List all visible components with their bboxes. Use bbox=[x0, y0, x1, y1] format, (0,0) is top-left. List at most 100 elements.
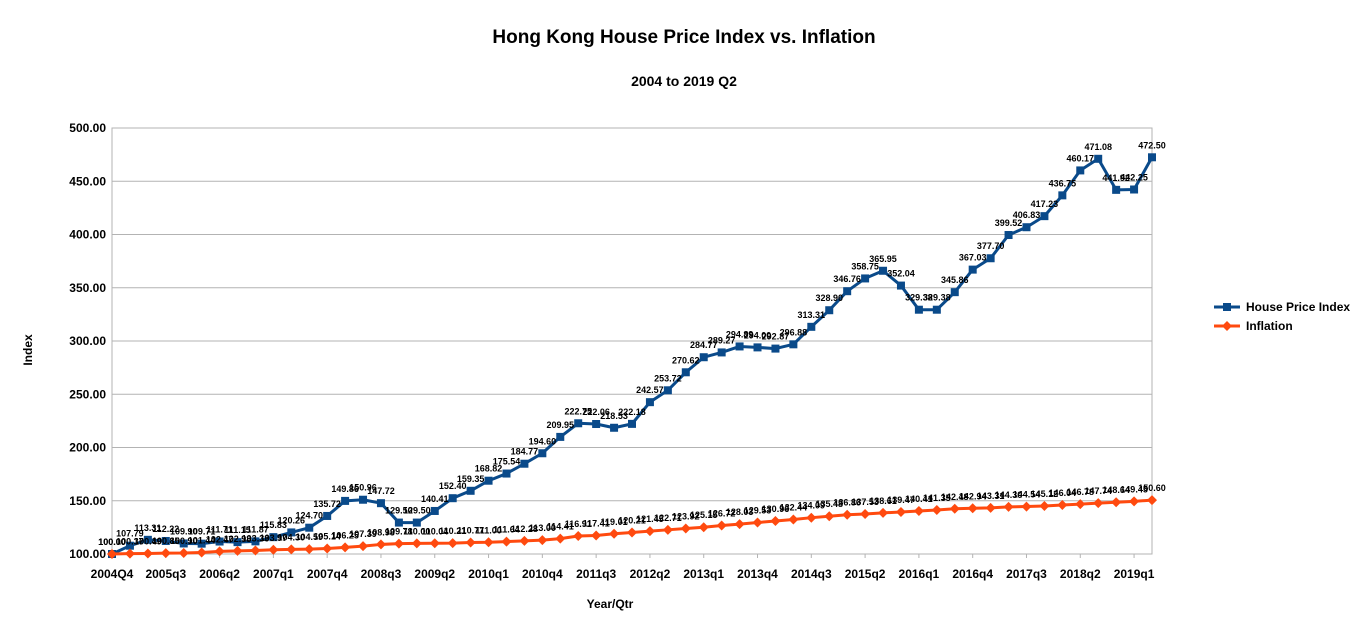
data-label: 135.72 bbox=[313, 499, 341, 509]
data-label: 209.95 bbox=[547, 420, 575, 430]
data-point bbox=[269, 533, 278, 542]
x-tick-label: 2006q2 bbox=[199, 567, 240, 581]
data-label: 105.14 bbox=[313, 532, 341, 542]
data-label: 175.54 bbox=[493, 457, 521, 467]
data-point bbox=[913, 505, 924, 516]
data-label: 120.26 bbox=[278, 515, 306, 525]
data-label: 100.90 bbox=[170, 536, 198, 546]
data-point bbox=[698, 522, 709, 533]
data-point bbox=[178, 548, 189, 559]
y-tick-label: 500.00 bbox=[69, 121, 106, 135]
data-point bbox=[949, 503, 960, 514]
data-label: 328.90 bbox=[815, 293, 843, 303]
data-point bbox=[304, 544, 315, 555]
data-point bbox=[411, 538, 422, 549]
data-point bbox=[788, 514, 799, 525]
data-label: 194.60 bbox=[529, 436, 557, 446]
data-label: 329.38 bbox=[923, 293, 951, 303]
data-point bbox=[663, 386, 672, 395]
data-label: 218.53 bbox=[600, 411, 628, 421]
data-point bbox=[143, 535, 152, 544]
data-point bbox=[501, 536, 512, 547]
data-point bbox=[214, 546, 225, 557]
data-label: 436.75 bbox=[1049, 178, 1077, 188]
data-point bbox=[770, 516, 781, 527]
data-label: 184.77 bbox=[511, 447, 539, 457]
data-label: 126.72 bbox=[708, 509, 736, 519]
data-point bbox=[340, 542, 351, 553]
data-label: 100.37 bbox=[116, 537, 144, 547]
data-point bbox=[1022, 223, 1031, 232]
data-label: 113.00 bbox=[529, 523, 556, 533]
data-label: 143.31 bbox=[977, 491, 1005, 501]
data-label: 104.30 bbox=[278, 532, 306, 542]
data-point bbox=[807, 322, 816, 331]
data-label: 289.27 bbox=[708, 335, 736, 345]
data-point bbox=[573, 530, 584, 541]
data-label: 292.87 bbox=[762, 332, 790, 342]
data-point bbox=[878, 507, 889, 518]
data-point bbox=[268, 544, 279, 555]
data-label: 100.00 bbox=[98, 537, 126, 547]
data-point bbox=[160, 548, 171, 559]
x-tick-label: 2013q4 bbox=[737, 567, 778, 581]
y-axis-ticks: 100.00 150.00 200.00 250.00 300.00 350.00 400.… bbox=[69, 121, 106, 561]
data-point bbox=[483, 537, 494, 548]
x-axis-title: Year/Qtr bbox=[587, 597, 634, 611]
x-tick-label: 2010q4 bbox=[522, 567, 563, 581]
data-label: 152.40 bbox=[439, 481, 467, 491]
data-point bbox=[1112, 185, 1121, 194]
data-point bbox=[680, 523, 691, 534]
data-point bbox=[233, 538, 242, 547]
data-point bbox=[107, 549, 117, 559]
x-tick-label: 2017q3 bbox=[1006, 567, 1047, 581]
data-point bbox=[142, 548, 153, 559]
data-label: 471.08 bbox=[1084, 142, 1112, 152]
data-point bbox=[215, 537, 224, 546]
data-point bbox=[645, 398, 654, 407]
data-label: 114.41 bbox=[547, 522, 574, 532]
data-label: 100.49 bbox=[134, 536, 162, 546]
data-label: 140.41 bbox=[421, 494, 449, 504]
data-point bbox=[662, 524, 673, 535]
data-point bbox=[681, 368, 690, 377]
x-tick-label: 2008q3 bbox=[361, 567, 402, 581]
data-label: 124.70 bbox=[295, 511, 323, 521]
data-point bbox=[1111, 497, 1122, 508]
data-point bbox=[376, 499, 385, 508]
data-label: 102.98 bbox=[224, 534, 252, 544]
data-label: 113.31 bbox=[134, 523, 161, 533]
data-point bbox=[322, 543, 333, 554]
y-tick-label: 400.00 bbox=[69, 228, 106, 242]
data-label: 111.87 bbox=[242, 524, 269, 534]
x-tick-label: 2014q3 bbox=[791, 567, 832, 581]
legend-item-house-price-index: House Price Index bbox=[1214, 300, 1350, 314]
data-label: 367.03 bbox=[959, 253, 987, 263]
data-label: 101.44 bbox=[188, 535, 216, 545]
series-inflation bbox=[107, 495, 1157, 559]
data-label: 253.72 bbox=[654, 373, 682, 383]
data-point bbox=[394, 518, 403, 527]
chart-subtitle: 2004 to 2019 Q2 bbox=[631, 73, 737, 89]
data-point bbox=[375, 539, 386, 550]
data-label: 139.47 bbox=[887, 495, 915, 505]
data-point bbox=[950, 288, 959, 297]
data-point bbox=[861, 274, 870, 283]
data-label: 104.59 bbox=[295, 532, 323, 542]
data-label: 284.77 bbox=[690, 340, 718, 350]
y-tick-label: 250.00 bbox=[69, 387, 106, 401]
data-point bbox=[537, 535, 548, 546]
data-point bbox=[1130, 185, 1139, 194]
y-tick-label: 300.00 bbox=[69, 334, 106, 348]
data-label: 111.64 bbox=[493, 525, 520, 535]
data-point bbox=[895, 506, 906, 517]
data-label: 460.17 bbox=[1067, 153, 1095, 163]
data-point bbox=[591, 530, 602, 541]
data-point bbox=[610, 423, 619, 432]
data-label: 136.86 bbox=[833, 498, 861, 508]
data-point bbox=[627, 527, 637, 538]
data-point bbox=[465, 537, 476, 548]
x-tick-label: 2013q1 bbox=[683, 567, 724, 581]
data-point bbox=[896, 281, 905, 290]
